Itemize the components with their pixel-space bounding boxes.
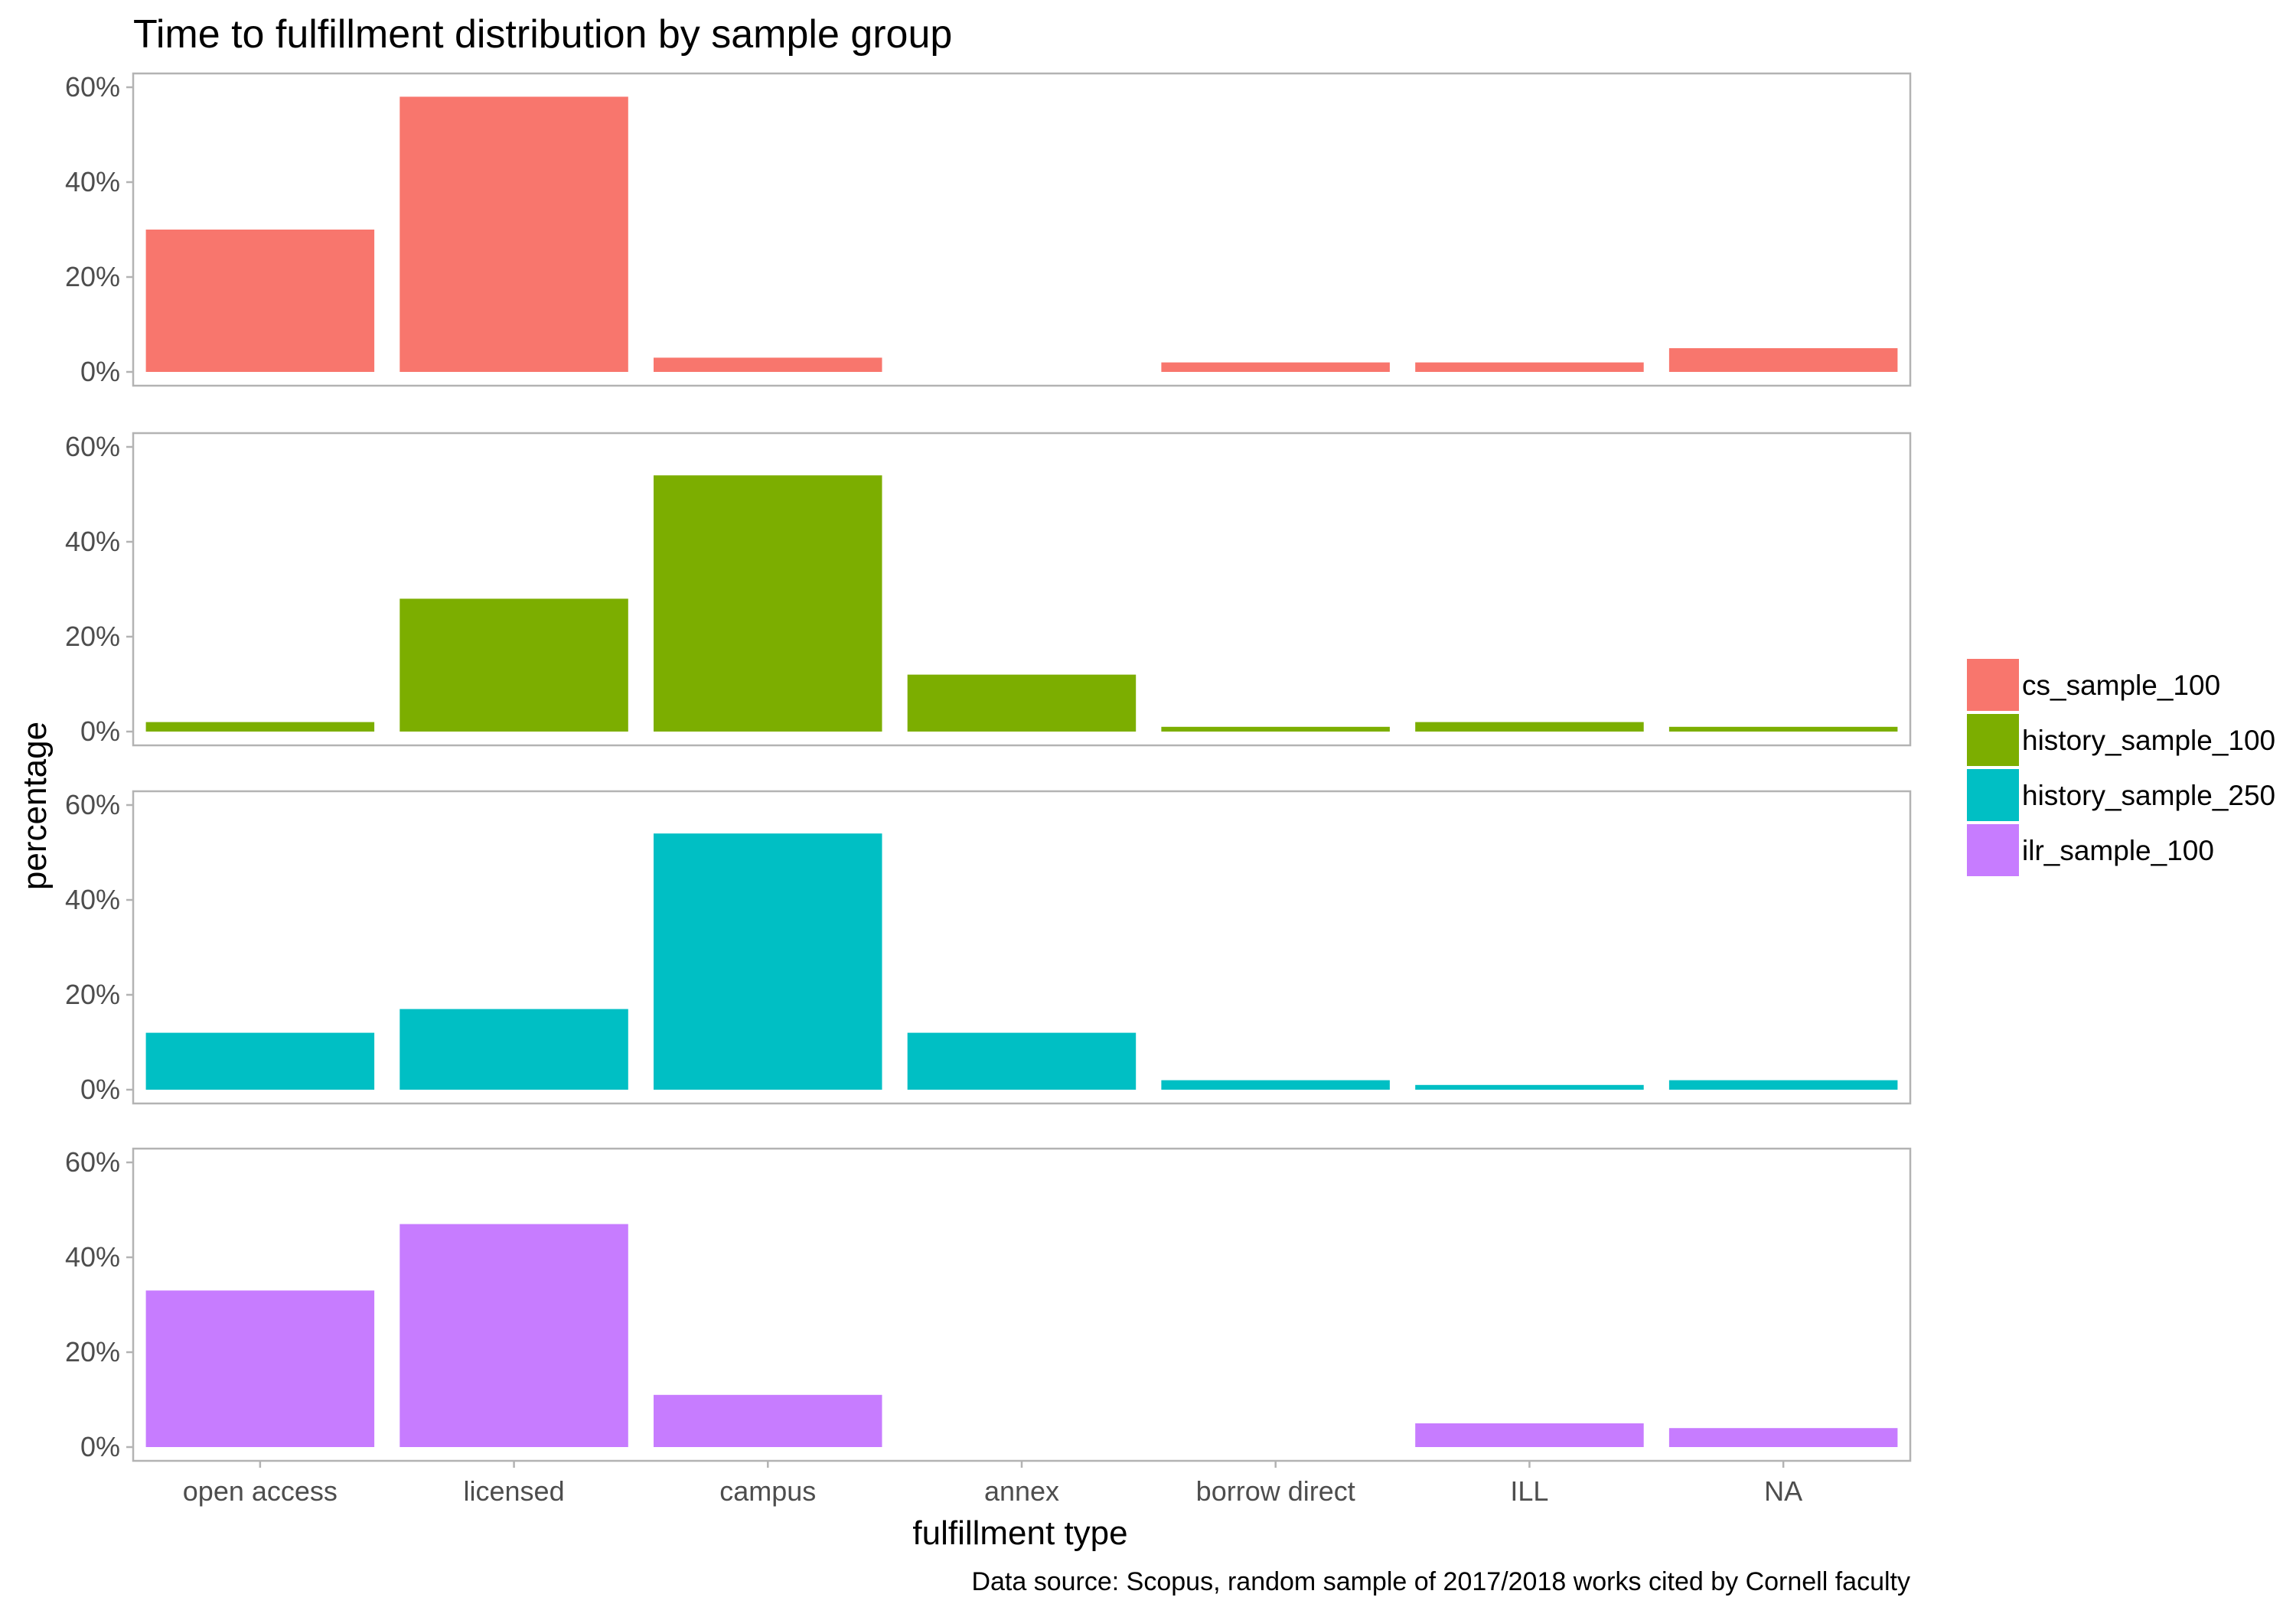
bar-cs_sample_100-licensed	[400, 96, 628, 373]
bar-history_sample_100-licensed	[400, 598, 628, 732]
bar-cs_sample_100-NA	[1668, 348, 1898, 372]
y-tick-label: 60%	[65, 431, 120, 462]
bar-cs_sample_100-open-access	[145, 230, 375, 372]
bar-history_sample_100-ILL	[1415, 722, 1644, 732]
y-tick-label: 20%	[65, 1336, 120, 1367]
y-tick-label: 20%	[65, 261, 120, 292]
bar-history_sample_250-ILL	[1415, 1084, 1644, 1090]
legend-label-history_sample_250: history_sample_250	[2022, 780, 2275, 811]
bar-cs_sample_100-ILL	[1415, 362, 1644, 372]
bar-ilr_sample_100-campus	[654, 1394, 882, 1447]
bar-ilr_sample_100-ILL	[1415, 1423, 1644, 1447]
legend-key-history_sample_100	[1967, 714, 2019, 766]
y-tick-label: 40%	[65, 166, 120, 197]
y-tick-label: 0%	[80, 715, 120, 747]
bar-history_sample_250-annex	[907, 1032, 1137, 1090]
x-axis-tick-labels: open access licensed campus annex borrow dir…	[183, 1461, 1802, 1507]
y-tick-label: 40%	[65, 1241, 120, 1273]
bar-history_sample_250-campus	[654, 833, 882, 1090]
panel-border	[132, 72, 1912, 387]
legend-key-cs_sample_100	[1967, 659, 2019, 711]
panel-border	[132, 432, 1912, 747]
legend-label-cs_sample_100: cs_sample_100	[2022, 670, 2220, 701]
chart-caption: Data source: Scopus, random sample of 20…	[971, 1567, 1910, 1596]
y-tick-label: 20%	[65, 621, 120, 652]
bar-history_sample_100-campus	[654, 475, 882, 732]
panel-cs_sample_100: 0% 20% 40% 60%	[65, 71, 1912, 387]
y-tick-label: 20%	[65, 979, 120, 1010]
legend: cs_sample_100 history_sample_100 history_s…	[1967, 659, 2275, 876]
x-tick-label-ILL: ILL	[1510, 1475, 1548, 1507]
bar-history_sample_100-NA	[1668, 726, 1898, 732]
x-axis-title: fulfillment type	[912, 1514, 1127, 1552]
y-tick-label: 0%	[80, 1074, 120, 1105]
x-tick-label-licensed: licensed	[464, 1475, 565, 1507]
legend-label-ilr_sample_100: ilr_sample_100	[2022, 835, 2214, 866]
panel-border	[132, 790, 1912, 1105]
x-tick-label-campus: campus	[719, 1475, 816, 1507]
bar-history_sample_250-borrow-direct	[1161, 1080, 1390, 1090]
bar-history_sample_250-licensed	[400, 1009, 628, 1090]
legend-key-ilr_sample_100	[1967, 824, 2019, 876]
y-tick-label: 60%	[65, 789, 120, 820]
chart-title: Time to fulfillment distribution by samp…	[133, 12, 952, 57]
bar-history_sample_100-annex	[907, 674, 1137, 732]
bar-ilr_sample_100-NA	[1668, 1428, 1898, 1447]
y-axis-title: percentage	[16, 722, 54, 890]
panel-history_sample_100: 0% 20% 40% 60%	[65, 431, 1912, 747]
bar-history_sample_250-NA	[1668, 1080, 1898, 1090]
x-tick-label-NA: NA	[1764, 1475, 1802, 1507]
bar-ilr_sample_100-licensed	[400, 1224, 628, 1447]
legend-key-history_sample_250	[1967, 769, 2019, 821]
bar-history_sample_250-open-access	[145, 1032, 375, 1090]
bar-history_sample_100-open-access	[145, 722, 375, 732]
bar-cs_sample_100-campus	[654, 357, 882, 372]
x-tick-label-borrow-direct: borrow direct	[1196, 1475, 1355, 1507]
legend-label-history_sample_100: history_sample_100	[2022, 725, 2275, 756]
bar-history_sample_100-borrow-direct	[1161, 726, 1390, 732]
facet-panels: 0% 20% 40% 60% 0% 20% 40% 60% 0% 20% 40% 60% 0% 20% 40…	[65, 71, 1912, 1462]
y-tick-label: 40%	[65, 526, 120, 557]
y-tick-label: 40%	[65, 884, 120, 915]
x-tick-label-open-access: open access	[183, 1475, 338, 1507]
bar-cs_sample_100-borrow-direct	[1161, 362, 1390, 372]
panel-ilr_sample_100: 0% 20% 40% 60%	[65, 1146, 1912, 1462]
y-tick-label: 60%	[65, 71, 120, 103]
y-tick-label: 0%	[80, 356, 120, 387]
panel-history_sample_250: 0% 20% 40% 60%	[65, 789, 1912, 1105]
y-tick-label: 0%	[80, 1431, 120, 1462]
bar-ilr_sample_100-open-access	[145, 1290, 375, 1447]
x-tick-label-annex: annex	[984, 1475, 1059, 1507]
y-tick-label: 60%	[65, 1146, 120, 1178]
